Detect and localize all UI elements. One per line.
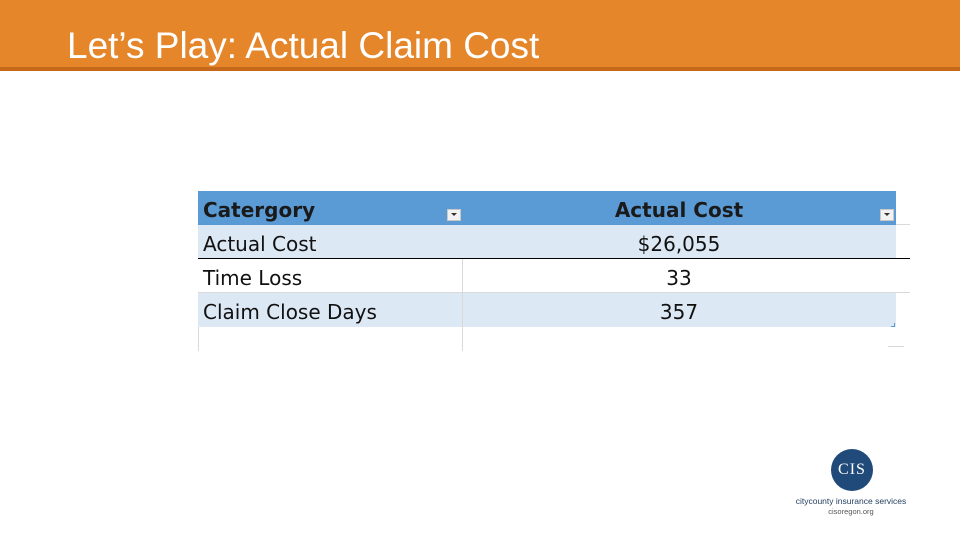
title-bar: Let’s Play: Actual Claim Cost	[0, 0, 960, 71]
table-resize-handle[interactable]	[891, 323, 895, 327]
row-value: $26,055	[637, 232, 721, 256]
table-header-row: Catergory Actual Cost	[198, 191, 896, 225]
logo-company-name: citycounty insurance services	[795, 496, 907, 506]
header-actual-cost: Actual Cost	[614, 198, 744, 222]
header-category: Catergory	[203, 198, 316, 222]
row-value: 33	[666, 266, 692, 290]
grid-line	[896, 224, 910, 225]
row-category: Actual Cost	[203, 232, 317, 256]
grid-line	[198, 327, 199, 351]
row-category: Claim Close Days	[203, 300, 377, 324]
grid-line	[462, 259, 463, 351]
row-value: 357	[659, 300, 699, 324]
table-row: Actual Cost $26,055	[198, 225, 896, 259]
grid-line	[888, 346, 904, 347]
table-row: Time Loss 33	[198, 259, 896, 293]
row-border-line	[198, 258, 910, 259]
table-row: Claim Close Days 357	[198, 293, 896, 327]
row-category: Time Loss	[203, 266, 303, 290]
filter-dropdown-icon[interactable]	[447, 209, 461, 221]
logo-monogram: CIS	[831, 449, 873, 491]
spreadsheet-table: Catergory Actual Cost Actual Cost $26,05…	[198, 191, 910, 351]
logo-website: cisoregon.org	[828, 507, 874, 516]
company-logo: CIS citycounty insurance services cisore…	[786, 449, 916, 521]
title-underline	[0, 67, 960, 71]
grid-line	[198, 292, 910, 293]
slide-title: Let’s Play: Actual Claim Cost	[67, 25, 540, 66]
filter-dropdown-icon[interactable]	[880, 209, 894, 221]
